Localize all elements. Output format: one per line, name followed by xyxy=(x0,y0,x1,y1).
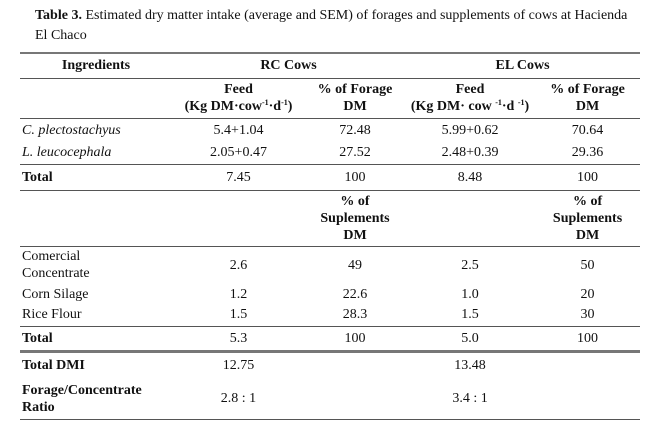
row-label: C. plectostachyus xyxy=(20,117,172,142)
column-header-row: Feed (Kg DM·cow-1·d-1) % of Forage DM Feed… xyxy=(20,77,641,118)
cell: 1.5 xyxy=(461,307,479,323)
cell: 100 xyxy=(535,325,641,351)
cell: 50 xyxy=(535,245,641,284)
header-pct-forage-el: % of Forage DM xyxy=(535,77,641,118)
table-row: L. leucocephala 2.05+0.47 27.52 2.48+0.3… xyxy=(20,142,640,164)
table-row: C. plectostachyus 5.4+1.04 72.48 5.99+0.… xyxy=(20,117,641,142)
cell: 1.0 xyxy=(461,286,479,302)
cell: 30 xyxy=(580,307,595,323)
header-rc-cows: RC Cows xyxy=(172,52,406,78)
table-row: Corn Silage 1.2 22.6 1.0 20 xyxy=(20,284,640,304)
cell: 3.4 : 1 xyxy=(405,379,536,420)
cell: 27.52 xyxy=(339,145,371,161)
cell: 5.0 xyxy=(405,325,536,351)
dry-matter-intake-table: Ingredients RC Cows EL Cows Feed (Kg DM·c… xyxy=(20,52,641,420)
header-feed-rc: Feed (Kg DM·cow-1·d-1) xyxy=(172,77,305,118)
cell: 49 xyxy=(305,245,406,284)
cell: 5.4+1.04 xyxy=(172,117,305,142)
header-el-cows: EL Cows xyxy=(405,52,641,78)
cell: 22.6 xyxy=(342,286,368,302)
table-row: Comercial Concentrate 2.6 49 2.5 50 xyxy=(20,245,641,284)
forage-total-row: Total 7.45 100 8.48 100 xyxy=(20,163,641,190)
ratio-row: Forage/Concentrate Ratio 2.8 : 1 3.4 : 1 xyxy=(20,379,641,420)
caption-label: Table 3. xyxy=(35,8,82,23)
cell: 2.48+0.39 xyxy=(441,145,499,161)
caption-text: Estimated dry matter intake (average and… xyxy=(35,8,628,43)
cell: 29.36 xyxy=(571,145,604,161)
cell: 5.99+0.62 xyxy=(405,117,536,142)
row-label: L. leucocephala xyxy=(22,145,112,161)
header-pct-supplements-el: % of Suplements DM xyxy=(535,189,641,246)
table-caption: Table 3. Estimated dry matter intake (av… xyxy=(35,6,640,46)
cell: 100 xyxy=(535,163,641,190)
cell: 2.8 : 1 xyxy=(172,379,305,420)
cell: 28.3 xyxy=(342,307,368,323)
row-label: Total xyxy=(20,325,172,351)
header-pct-forage-rc: % of Forage DM xyxy=(305,77,406,118)
cell: 20 xyxy=(580,286,595,302)
row-label: Comercial Concentrate xyxy=(20,245,172,284)
cell: 72.48 xyxy=(305,117,406,142)
table-row: Rice Flour 1.5 28.3 1.5 30 xyxy=(20,304,640,326)
cell: 5.3 xyxy=(172,325,305,351)
header-pct-supplements-rc: % of Suplements DM xyxy=(305,189,406,246)
header-feed-el: Feed (Kg DM· cow -1·d -1) xyxy=(405,77,536,118)
cell: 2.5 xyxy=(405,245,536,284)
group-header-row: Ingredients RC Cows EL Cows xyxy=(20,52,641,78)
cell: 1.5 xyxy=(229,307,248,323)
row-label: Rice Flour xyxy=(22,307,82,323)
row-label: Total DMI xyxy=(20,349,172,379)
cell: 2.05+0.47 xyxy=(210,145,267,161)
supplements-header-row: % of Suplements DM % of Suplements DM xyxy=(20,189,641,246)
total-dmi-row: Total DMI 12.75 13.48 xyxy=(20,349,641,379)
cell: 70.64 xyxy=(535,117,641,142)
cell: 2.6 xyxy=(172,245,305,284)
cell: 100 xyxy=(305,163,406,190)
cell: 1.2 xyxy=(229,286,248,302)
cell: 8.48 xyxy=(405,163,536,190)
row-label: Total xyxy=(20,163,172,190)
row-label: Corn Silage xyxy=(22,286,89,302)
supplements-total-row: Total 5.3 100 5.0 100 xyxy=(20,325,641,351)
cell: 12.75 xyxy=(172,349,305,379)
row-label: Forage/Concentrate Ratio xyxy=(20,379,172,420)
header-ingredients: Ingredients xyxy=(20,52,172,78)
cell: 100 xyxy=(305,325,406,351)
cell: 7.45 xyxy=(172,163,305,190)
cell: 13.48 xyxy=(405,349,536,379)
